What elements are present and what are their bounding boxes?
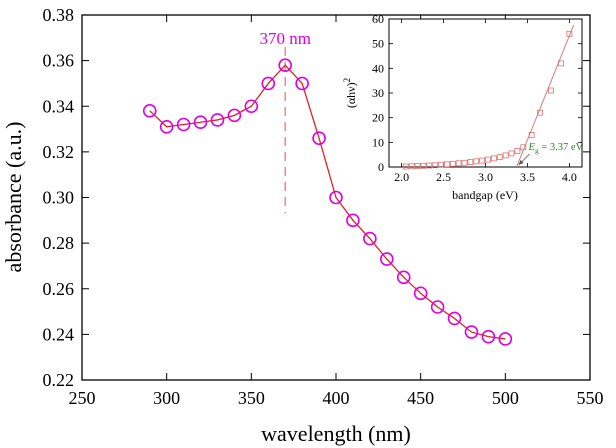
absorbance-point	[193, 115, 208, 130]
tauc-point	[502, 152, 509, 159]
absorbance-point	[498, 332, 513, 346]
inset-y-tick-label: 40	[372, 61, 384, 75]
absorbance-point	[430, 300, 445, 314]
absorbance-point	[176, 117, 191, 132]
tauc-point	[449, 160, 456, 167]
tauc-point	[467, 159, 474, 165]
inset-x-ticks: 2.0 2.5 3.0 3.5 4.0	[394, 19, 577, 184]
absorbance-point	[295, 76, 309, 91]
tauc-point	[548, 87, 554, 94]
main-x-ticks: 250 300 350 400 450 500 550	[69, 15, 604, 408]
tauc-point	[402, 163, 409, 170]
tauc-point	[514, 148, 521, 154]
inset-y-tick-label: 10	[372, 135, 384, 149]
main-y-tick-label: 0.30	[43, 188, 75, 208]
main-x-tick-label: 550	[577, 388, 604, 408]
absorbance-point	[278, 58, 293, 72]
main-x-tick-label: 400	[323, 388, 350, 408]
inset-plot: 2.0 2.5 3.0 3.5 4.0 0 10 20 30 40 50 60 Eg = 3.37 …	[342, 12, 584, 202]
absorbance-point	[142, 104, 157, 118]
absorbance-point	[464, 325, 479, 339]
inset-y-tick-label: 60	[372, 12, 384, 26]
inset-y-tick-label: 0	[378, 160, 384, 174]
tauc-point	[566, 30, 573, 37]
tauc-point	[438, 161, 444, 168]
absorbance-point	[329, 190, 343, 205]
inset-y-label-base: (αhν)	[344, 82, 358, 108]
main-y-tick-label: 0.32	[43, 142, 75, 162]
main-y-axis-label: absorbance (a.u.)	[1, 122, 26, 273]
bandgap-subscript: g	[535, 146, 539, 155]
absorbance-markers	[142, 58, 513, 346]
inset-y-tick-label: 30	[372, 86, 384, 100]
inset-x-axis-label: bandgap (eV)	[452, 188, 518, 202]
inset-y-axis-label: (αhν)2	[342, 78, 358, 108]
tauc-point	[537, 109, 543, 116]
tauc-point	[432, 162, 439, 169]
main-y-tick-label: 0.34	[43, 96, 75, 116]
tauc-point	[558, 60, 564, 67]
main-y-tick-label: 0.26	[43, 279, 75, 299]
tauc-point	[520, 144, 527, 151]
absorbance-point	[210, 113, 225, 127]
main-y-tick-label: 0.24	[43, 324, 75, 344]
bandgap-annotation: Eg = 3.37 eV	[528, 142, 584, 155]
tauc-point	[479, 157, 486, 164]
tauc-point	[420, 162, 427, 169]
tauc-point	[455, 160, 462, 167]
absorbance-point	[413, 286, 428, 301]
main-y-tick-label: 0.36	[43, 51, 75, 71]
tauc-fit-line	[516, 24, 575, 168]
inset-x-tick-label: 3.0	[478, 170, 493, 184]
inset-y-tick-label: 50	[372, 37, 384, 51]
inset-y-label-exponent: 2	[342, 78, 352, 83]
main-x-axis-label: wavelength (nm)	[261, 421, 411, 446]
absorbance-point	[312, 131, 326, 145]
tauc-point	[443, 161, 450, 168]
absorbance-point	[363, 231, 377, 246]
inset-y-tick-label: 20	[372, 111, 384, 125]
main-y-ticks: 0.22 0.24 0.26 0.28 0.30 0.32 0.34 0.36 0.38	[43, 5, 590, 390]
absorbance-point	[346, 213, 360, 228]
absorbance-line	[149, 64, 506, 340]
tauc-markers	[402, 30, 573, 170]
absorbance-point	[244, 99, 259, 114]
inset-y-ticks: 0 10 20 30 40 50 60	[372, 12, 582, 174]
tauc-point	[426, 162, 433, 169]
inset-x-tick-label: 4.0	[562, 170, 577, 184]
tauc-point	[414, 163, 421, 169]
absorbance-point	[159, 119, 174, 134]
inset-x-tick-label: 3.5	[520, 170, 535, 184]
tauc-point	[528, 132, 535, 138]
absorbance-point	[261, 76, 276, 91]
absorbance-point	[227, 108, 242, 123]
inset-x-tick-label: 2.5	[436, 170, 451, 184]
tauc-point	[485, 156, 491, 163]
bandgap-symbol: E	[528, 142, 536, 153]
main-y-tick-label: 0.22	[43, 370, 75, 390]
tauc-point	[508, 150, 515, 157]
bandgap-value: = 3.37 eV	[539, 142, 584, 153]
tauc-point	[473, 158, 480, 165]
main-x-tick-label: 450	[407, 388, 434, 408]
tauc-point	[496, 154, 503, 161]
main-y-tick-label: 0.38	[43, 5, 75, 25]
main-x-tick-label: 250	[69, 388, 96, 408]
main-plot: 250 300 350 400 450 500 550 0.220.240.260.280.…	[1, 5, 604, 446]
main-y-tick-label: 0.28	[43, 233, 75, 253]
tauc-point	[461, 159, 468, 166]
absorbance-point	[379, 252, 394, 266]
tauc-point	[408, 163, 415, 170]
peak-annotation: 370 nm	[259, 29, 310, 48]
absorbance-point	[396, 270, 411, 285]
tauc-point	[490, 155, 497, 162]
absorbance-point	[447, 311, 462, 326]
absorbance-point	[481, 329, 496, 344]
bandgap-arrowhead	[518, 159, 524, 165]
inset-x-tick-label: 2.0	[394, 170, 409, 184]
main-x-tick-label: 500	[492, 388, 519, 408]
main-x-tick-label: 350	[238, 388, 265, 408]
main-x-tick-label: 300	[153, 388, 180, 408]
